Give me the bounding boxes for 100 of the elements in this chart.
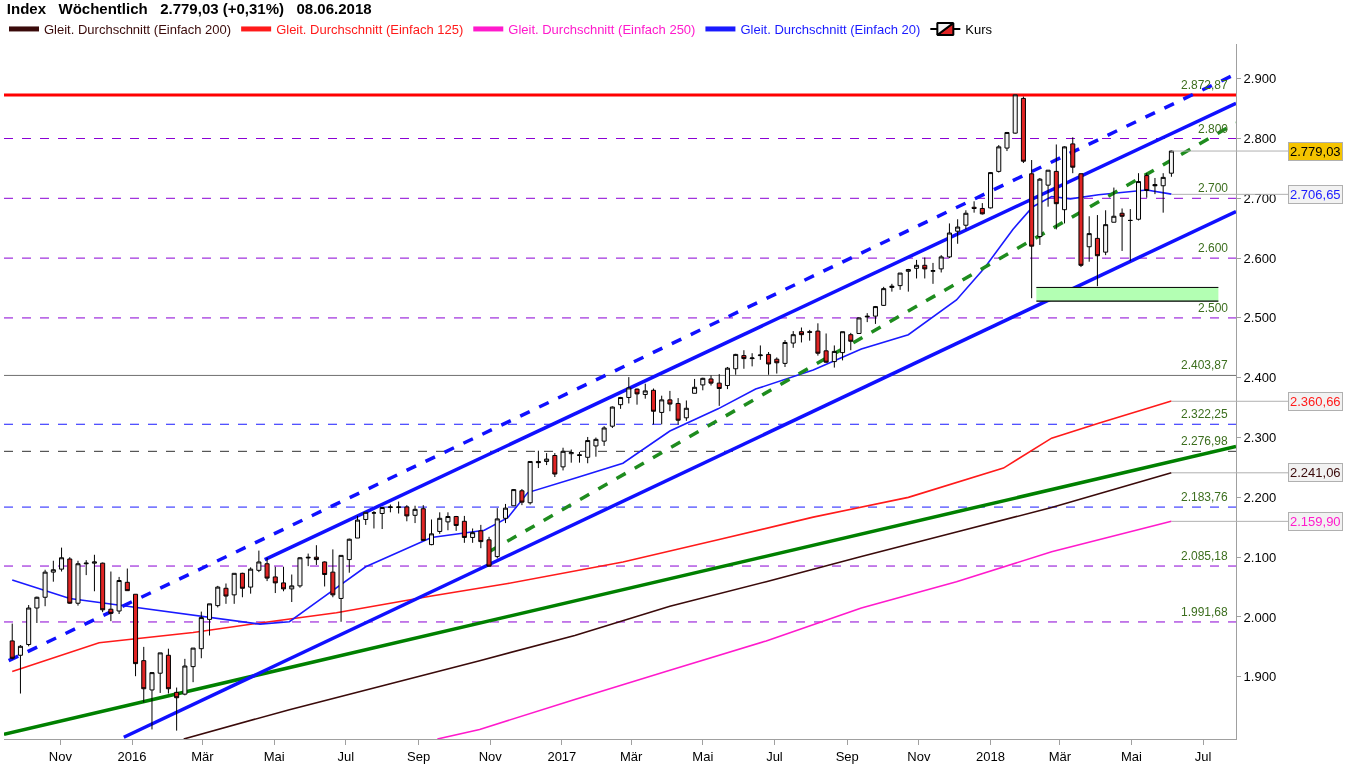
candlestick (124, 568, 130, 592)
ref-line-label: 2.322,25 (1181, 407, 1229, 421)
candlestick (1012, 94, 1018, 135)
x-tick-label: 2017 (547, 748, 577, 764)
candlestick (831, 344, 837, 369)
candlestick (494, 507, 500, 559)
candlestick (420, 504, 426, 541)
candlestick (322, 560, 328, 587)
candlestick (782, 339, 788, 368)
y-tick-label: 2.700 (1243, 190, 1277, 206)
candlestick (239, 572, 245, 598)
candlestick (1029, 159, 1035, 299)
ref-line-label: 1.991,68 (1181, 605, 1229, 619)
candlestick (527, 460, 533, 506)
candlestick (692, 378, 698, 394)
candlestick (996, 144, 1002, 174)
candlestick (544, 452, 550, 466)
annotation: 2.159,90 (1290, 514, 1341, 529)
candlestick (1168, 149, 1174, 178)
candlestick (149, 671, 155, 730)
legend-label: Gleit. Durchschnitt (Einfach 250) (508, 22, 696, 38)
candlestick (174, 687, 180, 732)
ref-line-label: 2.183,76 (1181, 490, 1229, 504)
candlestick (511, 488, 517, 507)
candlestick (733, 353, 739, 376)
candlestick (67, 556, 73, 605)
candlestick (1004, 131, 1010, 152)
candlestick (404, 504, 410, 522)
y-tick-label: 2.900 (1243, 71, 1277, 87)
ref-line-label: 2.800 (1198, 122, 1229, 136)
annotation: 2.241,06 (1290, 465, 1341, 480)
candlestick (59, 547, 65, 573)
candlestick (576, 451, 582, 464)
annotation: 2.779,03 (1290, 144, 1341, 159)
candlestick (905, 268, 911, 293)
candlestick (1152, 177, 1158, 195)
legend-label: Gleit. Durchschnitt (Einfach 200) (44, 22, 232, 38)
candlestick (979, 202, 985, 215)
candlestick (807, 329, 813, 342)
candlestick (650, 388, 656, 425)
candlestick (930, 262, 936, 285)
candlestick (190, 647, 196, 683)
candlestick (848, 332, 854, 351)
candlestick (988, 171, 994, 209)
candlestick (215, 585, 221, 608)
x-tick-label: Mai (1120, 748, 1143, 764)
y-tick-label: 2.500 (1243, 310, 1277, 326)
candlestick (667, 390, 673, 412)
candlestick (50, 560, 56, 583)
candlestick (1062, 145, 1068, 224)
candlestick (716, 373, 722, 407)
x-tick-label: Mär (191, 748, 215, 764)
x-tick-label: Sep (407, 748, 431, 764)
candlestick (1020, 96, 1026, 164)
candlestick (881, 286, 887, 307)
candlestick (470, 527, 476, 544)
candlestick (659, 395, 665, 425)
x-tick-label: 2016 (117, 748, 147, 764)
candlestick (864, 312, 870, 323)
candlestick (396, 501, 402, 515)
x-tick-label: Mai (263, 748, 285, 764)
candlestick (461, 515, 467, 544)
y-tick-label: 2.600 (1243, 250, 1277, 266)
x-tick-label: Jul (766, 748, 783, 764)
candlestick (313, 544, 319, 566)
candlestick (766, 351, 772, 376)
candlestick (264, 557, 270, 582)
candlestick (675, 397, 681, 425)
candlestick (634, 388, 640, 406)
candlestick (502, 503, 509, 524)
line-series (182, 472, 1173, 739)
candlestick (453, 515, 459, 532)
candlestick (231, 572, 237, 605)
candlestick (355, 515, 361, 539)
candlestick (338, 554, 344, 623)
candlestick (955, 218, 961, 245)
candlestick (363, 511, 369, 526)
candlestick (1144, 172, 1150, 199)
y-tick-label: 1.900 (1243, 669, 1277, 685)
candlestick (289, 574, 295, 603)
candlestick (946, 222, 952, 259)
legend-label: Gleit. Durchschnitt (Einfach 125) (276, 22, 464, 38)
ref-line-label: 2.872,87 (1181, 78, 1229, 92)
candlestick (9, 623, 15, 660)
candlestick (700, 377, 706, 391)
line-series (11, 400, 1173, 673)
candlestick (774, 356, 780, 375)
line-series (436, 520, 1173, 739)
annotation: 2.706,65 (1290, 187, 1341, 202)
x-tick-label: Jul (337, 748, 355, 764)
x-tick-label: 2018 (976, 748, 1005, 764)
candlestick (642, 383, 648, 400)
candlestick (272, 566, 278, 594)
candlestick (1078, 172, 1084, 268)
chart-title: Index Wöchentlich 2.779,03 (+0,31%) 08.06.2018 (6, 0, 372, 18)
candlestick (157, 652, 163, 694)
candlestick (840, 331, 846, 361)
candlestick (1160, 172, 1166, 214)
x-tick-label: Nov (478, 748, 503, 764)
candlestick (100, 562, 106, 613)
